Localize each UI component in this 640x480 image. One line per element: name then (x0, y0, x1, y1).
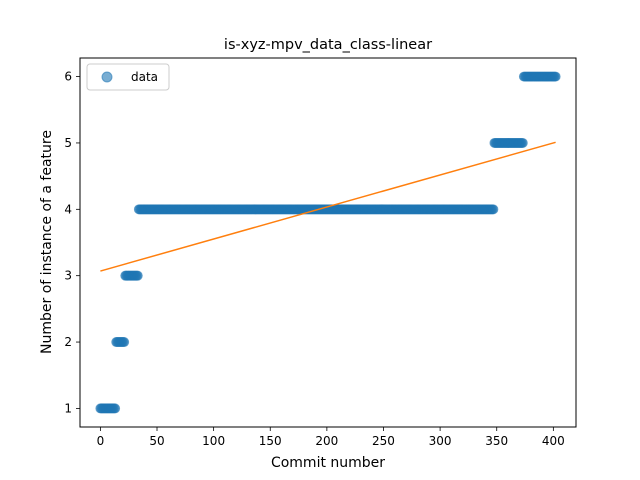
y-axis: 1 2 3 4 5 6 (64, 70, 80, 415)
x-axis-label: Commit number (271, 455, 385, 471)
x-tick-label: 150 (259, 434, 282, 448)
data-layer (95, 71, 561, 414)
data-point (110, 403, 121, 414)
y-tick-label: 4 (64, 202, 72, 216)
linear-fit-line (100, 141, 556, 272)
x-tick-label: 300 (429, 434, 452, 448)
legend-marker-data (101, 71, 113, 83)
x-tick-label: 100 (202, 434, 225, 448)
y-axis-label: Number of instance of a feature (39, 130, 55, 354)
data-point (119, 337, 130, 348)
y-tick-label: 1 (64, 401, 72, 415)
data-point (550, 71, 561, 82)
data-point (132, 270, 143, 281)
data-point (488, 204, 499, 215)
y-tick-label: 2 (64, 335, 72, 349)
x-tick-label: 250 (372, 434, 395, 448)
x-tick-label: 50 (149, 434, 164, 448)
data-point (517, 137, 528, 148)
y-tick-label: 5 (64, 136, 72, 150)
x-tick-label: 200 (315, 434, 338, 448)
plot-frame (79, 57, 577, 428)
x-tick-label: 350 (485, 434, 508, 448)
chart-title: is-xyz-mpv_data_class-linear (224, 37, 432, 53)
y-tick-label: 6 (64, 70, 72, 84)
legend-box (86, 63, 170, 91)
legend: data (86, 63, 170, 91)
y-tick-label: 3 (64, 269, 72, 283)
series-data (95, 71, 561, 414)
x-axis: 0 50 100 150 200 250 300 350 400 (97, 427, 565, 448)
x-tick-label: 400 (542, 434, 565, 448)
legend-label-data: data (131, 70, 158, 84)
x-tick-label: 0 (97, 434, 105, 448)
